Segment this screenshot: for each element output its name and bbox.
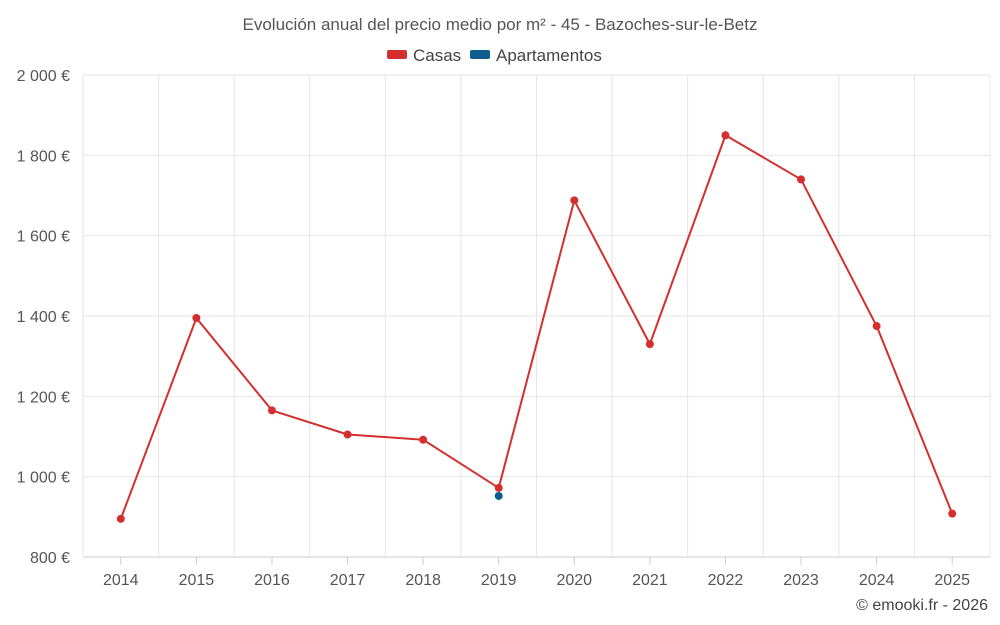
x-tick-label: 2025: [934, 572, 970, 589]
data-point-casas[interactable]: [192, 314, 201, 323]
data-point-casas[interactable]: [948, 509, 957, 518]
chart-title: Evolución anual del precio medio por m² …: [243, 15, 758, 34]
x-tick-label: 2021: [632, 572, 668, 589]
legend-item-casas[interactable]: Casas: [387, 46, 461, 65]
data-point-apartamentos[interactable]: [494, 491, 503, 500]
x-tick-label: 2020: [556, 572, 592, 589]
legend-label-casas: Casas: [413, 46, 461, 65]
data-point-casas[interactable]: [570, 196, 579, 205]
legend-item-apartamentos[interactable]: Apartamentos: [470, 46, 602, 65]
y-tick-label: 1 600 €: [17, 229, 70, 246]
axes: 800 € 1 000 € 1 200 € 1 400 € 1 600 € 1 800 €…: [17, 68, 990, 589]
y-tick-label: 800 €: [30, 550, 70, 567]
y-tick-label: 1 400 €: [17, 309, 70, 326]
data-point-casas[interactable]: [494, 483, 503, 492]
data-point-casas[interactable]: [116, 514, 125, 523]
x-tick-label: 2018: [405, 572, 441, 589]
y-tick-label: 2 000 €: [17, 68, 70, 85]
grid: [82, 74, 991, 558]
legend-swatch-casas: [387, 50, 407, 59]
x-tick-label: 2016: [254, 572, 290, 589]
series-line-casas: [119, 134, 954, 520]
series: [116, 131, 957, 523]
legend: Casas Apartamentos: [387, 46, 602, 65]
data-point-casas[interactable]: [645, 340, 654, 349]
data-point-casas[interactable]: [343, 430, 352, 439]
data-point-casas[interactable]: [267, 406, 276, 415]
x-tick-label: 2017: [330, 572, 366, 589]
credit-text: © emooki.fr - 2026: [856, 597, 988, 614]
legend-swatch-apartamentos: [470, 50, 490, 59]
x-tick-label: 2015: [179, 572, 215, 589]
y-tick-label: 1 200 €: [17, 389, 70, 406]
x-tick-label: 2019: [481, 572, 517, 589]
x-tick-label: 2023: [783, 572, 819, 589]
data-point-casas[interactable]: [797, 175, 806, 184]
x-tick-label: 2014: [103, 572, 139, 589]
x-tick-label: 2024: [859, 572, 895, 589]
x-tick-label: 2022: [708, 572, 744, 589]
legend-label-apartamentos: Apartamentos: [496, 46, 602, 65]
y-tick-label: 1 800 €: [17, 148, 70, 165]
y-tick-label: 1 000 €: [17, 470, 70, 487]
data-point-casas[interactable]: [872, 322, 881, 331]
data-point-casas[interactable]: [721, 131, 730, 140]
data-point-casas[interactable]: [419, 435, 428, 444]
